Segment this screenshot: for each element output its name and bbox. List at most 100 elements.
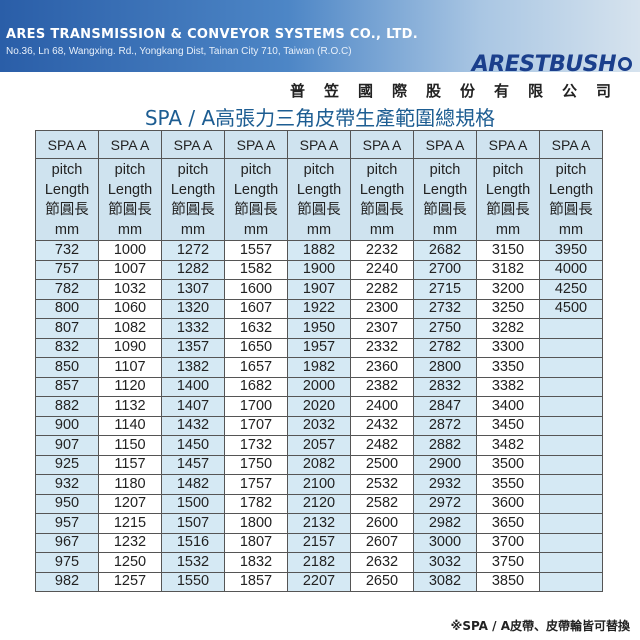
gear-icon <box>618 57 632 71</box>
header-banner: ARES TRANSMISSION & CONVEYOR SYSTEMS CO.… <box>0 0 640 72</box>
table-cell: 1132 <box>98 396 162 417</box>
table-cell: 2782 <box>413 337 477 358</box>
header-unit-line: mm <box>558 221 584 238</box>
table-cell: 2632 <box>350 552 414 573</box>
table-cell: 2732 <box>413 298 477 319</box>
table-cell: 782 <box>35 279 99 300</box>
table-cell <box>539 396 603 417</box>
table-cell: 1707 <box>224 415 288 436</box>
table-cell: 2400 <box>350 396 414 417</box>
table-cell: 2532 <box>350 474 414 495</box>
table-cell: 1282 <box>161 259 225 280</box>
column-header-unit: pitch Length 節圓長 mm <box>350 158 414 241</box>
table-cell: 3600 <box>476 493 540 514</box>
table-cell: 3382 <box>476 376 540 397</box>
header-unit-line: mm <box>243 221 269 238</box>
table-row: 757 1007 1282 1582 1900 2240 2700 3182 4000 <box>35 259 603 280</box>
table-cell: 932 <box>35 474 99 495</box>
table-cell: 1650 <box>224 337 288 358</box>
table-cell: 2972 <box>413 493 477 514</box>
table-cell: 3700 <box>476 532 540 553</box>
table-cell: 1382 <box>161 357 225 378</box>
column-header-type: SPA A <box>161 130 225 159</box>
page-title: SPA / A高張力三角皮帶生產範圍總規格 <box>144 106 496 130</box>
table-cell: 2240 <box>350 259 414 280</box>
table-row: 907 1150 1450 1732 2057 2482 2882 3482 <box>35 435 603 456</box>
table-cell: 1732 <box>224 435 288 456</box>
table-cell: 1332 <box>161 318 225 339</box>
table-cell: 3282 <box>476 318 540 339</box>
table-cell: 1700 <box>224 396 288 417</box>
header-unit-line: mm <box>180 221 206 238</box>
table-cell: 1000 <box>98 240 162 261</box>
table-cell: 1157 <box>98 454 162 475</box>
table-cell: 2600 <box>350 513 414 534</box>
company-address: No.36, Ln 68, Wangxing. Rd., Yongkang Di… <box>6 46 352 57</box>
footnote: ※SPA / A皮帶、皮帶輪皆可替換 <box>450 619 630 633</box>
column-header-unit: pitch Length 節圓長 mm <box>98 158 162 241</box>
table-cell: 2832 <box>413 376 477 397</box>
table-cell: 1180 <box>98 474 162 495</box>
table-cell: 1407 <box>161 396 225 417</box>
table-cell: 2157 <box>287 532 351 553</box>
table-cell: 950 <box>35 493 99 514</box>
table-cell: 2900 <box>413 454 477 475</box>
table-cell: 1450 <box>161 435 225 456</box>
table-cell: 2307 <box>350 318 414 339</box>
header-unit-line: Length <box>107 181 153 198</box>
table-cell: 3482 <box>476 435 540 456</box>
table-cell: 2382 <box>350 376 414 397</box>
table-cell: 3350 <box>476 357 540 378</box>
column-header-type: SPA A <box>287 130 351 159</box>
table-cell <box>539 552 603 573</box>
header-unit-line: mm <box>306 221 332 238</box>
company-name-en: ARES TRANSMISSION & CONVEYOR SYSTEMS CO.… <box>6 27 418 42</box>
table-cell: 2057 <box>287 435 351 456</box>
table-cell: 900 <box>35 415 99 436</box>
table-cell: 1882 <box>287 240 351 261</box>
header-unit-line: Length <box>485 181 531 198</box>
table-cell: 850 <box>35 357 99 378</box>
table-cell: 1007 <box>98 259 162 280</box>
header-unit-line: mm <box>369 221 395 238</box>
table-cell <box>539 376 603 397</box>
header-unit-line: 節圓長 <box>171 201 215 218</box>
table-cell: 1060 <box>98 298 162 319</box>
table-cell: 1957 <box>287 337 351 358</box>
logo-text: ARESTBUSH <box>471 52 617 77</box>
table-cell <box>539 337 603 358</box>
table-cell: 1357 <box>161 337 225 358</box>
table-cell: 2332 <box>350 337 414 358</box>
header-unit-line: 節圓長 <box>234 201 278 218</box>
table-cell: 2082 <box>287 454 351 475</box>
table-cell: 1090 <box>98 337 162 358</box>
table-cell: 1557 <box>224 240 288 261</box>
table-cell: 1500 <box>161 493 225 514</box>
table-row: 857 1120 1400 1682 2000 2382 2832 3382 <box>35 376 603 397</box>
column-header-unit: pitch Length 節圓長 mm <box>539 158 603 241</box>
table-cell <box>539 571 603 592</box>
table-cell: 1516 <box>161 532 225 553</box>
table-cell: 1257 <box>98 571 162 592</box>
table-row: 782 1032 1307 1600 1907 2282 2715 3200 4250 <box>35 279 603 300</box>
table-row: 950 1207 1500 1782 2120 2582 2972 3600 <box>35 493 603 514</box>
table-cell <box>539 532 603 553</box>
table-cell: 3550 <box>476 474 540 495</box>
table-cell: 1507 <box>161 513 225 534</box>
table-cell: 1922 <box>287 298 351 319</box>
table-cell: 1140 <box>98 415 162 436</box>
table-cell: 2750 <box>413 318 477 339</box>
table-row: 932 1180 1482 1757 2100 2532 2932 3550 <box>35 474 603 495</box>
column-header-type: SPA A <box>476 130 540 159</box>
table-cell: 757 <box>35 259 99 280</box>
column-header-unit: pitch Length 節圓長 mm <box>287 158 351 241</box>
header-unit-line: pitch <box>51 161 83 178</box>
table-cell: 3650 <box>476 513 540 534</box>
header-unit-line: pitch <box>303 161 335 178</box>
header-unit-line: pitch <box>177 161 209 178</box>
header-unit-line: 節圓長 <box>549 201 593 218</box>
table-cell: 3200 <box>476 279 540 300</box>
table-cell: 925 <box>35 454 99 475</box>
table-cell: 2182 <box>287 552 351 573</box>
table-row: 832 1090 1357 1650 1957 2332 2782 3300 <box>35 337 603 358</box>
